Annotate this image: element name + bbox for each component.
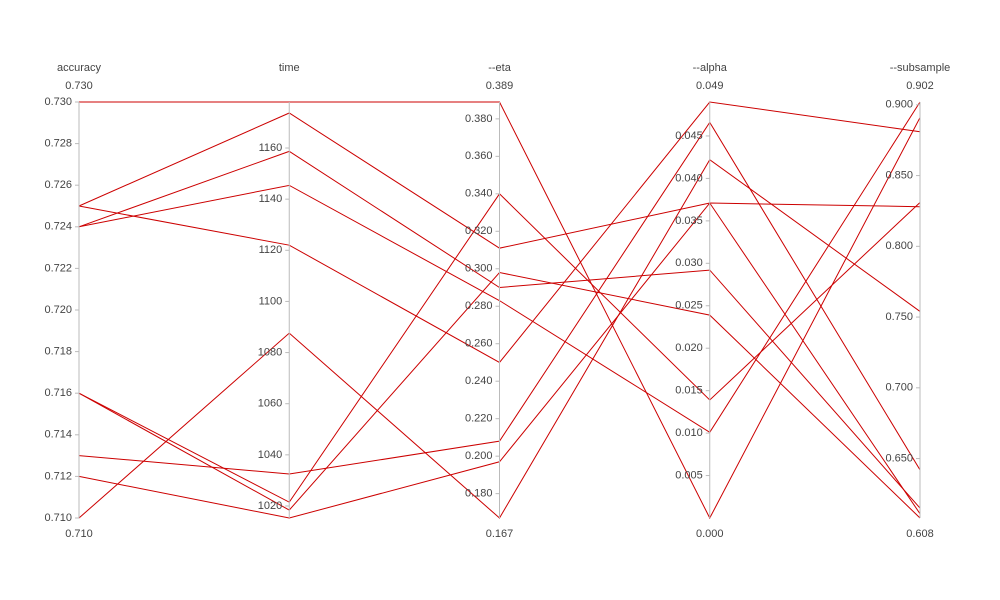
range-min-label: 0.000 [696, 528, 724, 540]
tick-label: 0.025 [675, 300, 703, 312]
range-min-label: 0.167 [486, 528, 514, 540]
tick-label: 0.015 [675, 385, 703, 397]
tick-label: 0.718 [44, 346, 72, 358]
tick-label: 0.850 [885, 169, 913, 181]
range-max-label: 0.389 [486, 80, 514, 92]
tick-label: 0.728 [44, 138, 72, 150]
tick-label: 1080 [258, 346, 282, 358]
tick-label: 0.730 [44, 96, 72, 108]
tick-label: 1100 [259, 295, 283, 307]
tick-label: 0.900 [885, 99, 913, 111]
axis-label: accuracy [57, 62, 102, 74]
tick-label: 0.750 [885, 311, 913, 323]
tick-label: 0.700 [885, 382, 913, 394]
tick-label: 0.240 [465, 375, 493, 387]
tick-label: 0.380 [465, 113, 493, 125]
range-min-label: 0.608 [906, 528, 934, 540]
tick-label: 0.200 [465, 450, 493, 462]
tick-label: 1060 [258, 398, 282, 410]
axis-label: --alpha [693, 62, 728, 74]
tick-label: 0.030 [675, 257, 703, 269]
tick-label: 0.260 [465, 338, 493, 350]
tick-label: 0.722 [44, 262, 72, 274]
axis-label: time [279, 62, 300, 74]
tick-label: 1120 [259, 244, 283, 256]
tick-label: 0.716 [44, 387, 72, 399]
tick-label: 0.724 [44, 221, 72, 233]
tick-label: 0.220 [465, 413, 493, 425]
tick-label: 0.045 [675, 130, 703, 142]
tick-label: 0.010 [675, 427, 703, 439]
tick-label: 0.035 [675, 215, 703, 227]
tick-label: 0.800 [885, 240, 913, 252]
tick-label: 1140 [259, 193, 283, 205]
axis-label: --eta [488, 62, 512, 74]
range-max-label: 0.902 [906, 80, 934, 92]
range-max-label: 0.049 [696, 80, 724, 92]
tick-label: 0.712 [44, 470, 72, 482]
tick-label: 1020 [258, 500, 282, 512]
tick-label: 0.180 [465, 488, 493, 500]
tick-label: 0.340 [465, 188, 493, 200]
tick-label: 0.020 [675, 342, 703, 354]
tick-label: 0.710 [44, 512, 72, 524]
tick-label: 0.726 [44, 179, 72, 191]
tick-label: 0.714 [44, 429, 72, 441]
axis-label: --subsample [890, 62, 951, 74]
range-max-label: 0.730 [65, 80, 93, 92]
tick-label: 1040 [258, 449, 282, 461]
tick-label: 0.720 [44, 304, 72, 316]
tick-label: 1160 [259, 142, 283, 154]
tick-label: 0.320 [465, 225, 493, 237]
range-min-label: 0.710 [65, 528, 93, 540]
tick-label: 0.360 [465, 150, 493, 162]
tick-label: 0.280 [465, 300, 493, 312]
tick-label: 0.300 [465, 263, 493, 275]
tick-label: 0.005 [675, 469, 703, 481]
tick-label: 0.040 [675, 172, 703, 184]
tick-label: 0.650 [885, 452, 913, 464]
